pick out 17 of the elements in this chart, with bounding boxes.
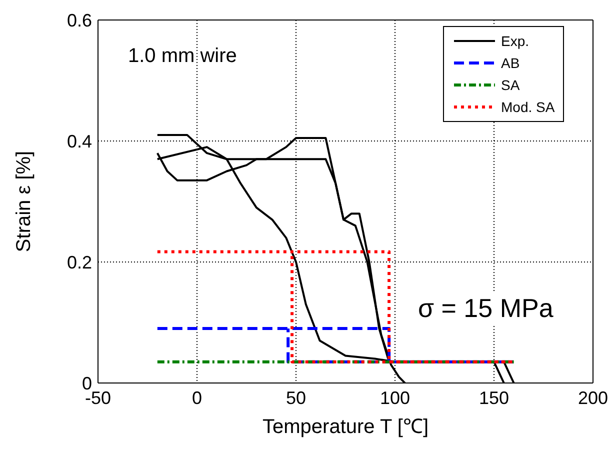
x-tick-label: 200: [578, 388, 608, 408]
legend-label: Mod. SA: [501, 99, 555, 115]
annotation: σ = 15 MPa: [418, 293, 554, 324]
y-tick-label: 0.4: [66, 131, 92, 152]
x-tick-label: 50: [286, 388, 306, 408]
y-tick-label: 0: [82, 373, 92, 394]
x-tick-label: 150: [478, 388, 510, 408]
y-tick-label: 0.6: [66, 10, 92, 30]
legend-label: SA: [501, 77, 520, 93]
x-tick-label: 0: [192, 388, 202, 408]
legend-label: Exp.: [501, 33, 530, 49]
y-axis-title: Strain ε [%]: [13, 150, 36, 252]
x-tick-label: 100: [380, 388, 410, 408]
annotation: 1.0 mm wire: [128, 45, 237, 68]
legend-label: AB: [501, 55, 520, 71]
y-tick-label: 0.2: [66, 252, 92, 272]
x-axis-title: Temperature T [℃]: [262, 416, 428, 438]
